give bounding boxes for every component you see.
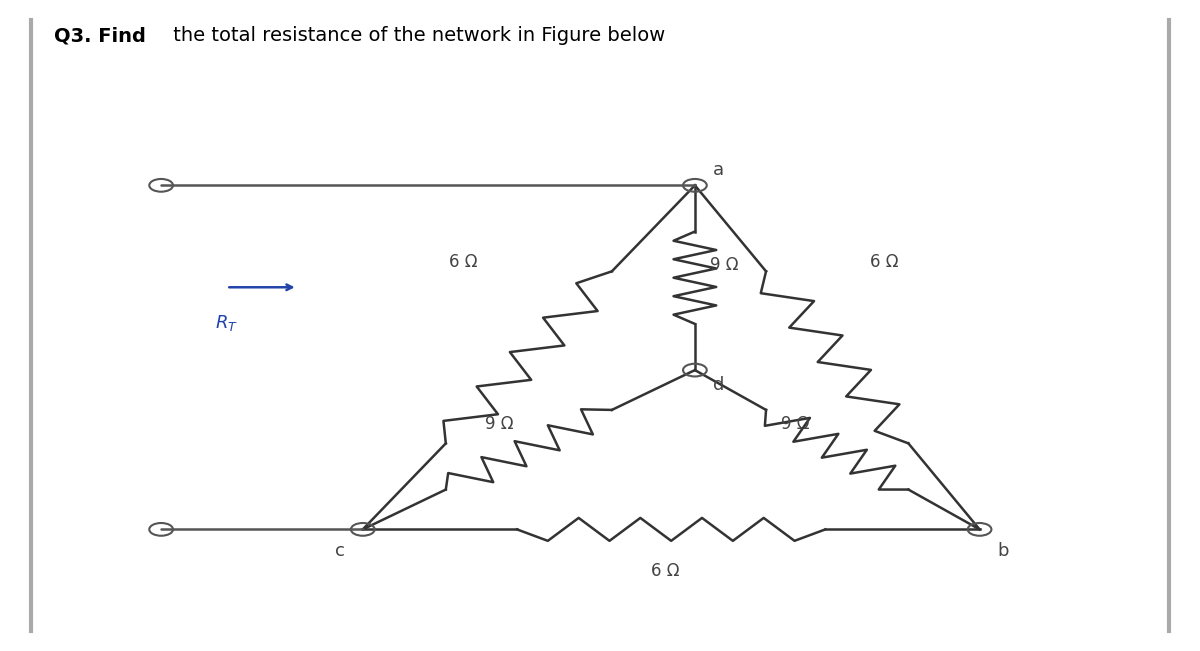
Text: 9 Ω: 9 Ω [485, 415, 514, 434]
Text: 9 Ω: 9 Ω [781, 415, 810, 434]
Text: d: d [713, 376, 724, 395]
Text: 9 Ω: 9 Ω [710, 256, 739, 274]
Text: the total resistance of the network in Figure below: the total resistance of the network in F… [167, 26, 665, 45]
Text: a: a [713, 161, 724, 179]
Text: Q3. Find: Q3. Find [54, 26, 146, 45]
Text: c: c [335, 542, 344, 560]
Text: 6 Ω: 6 Ω [650, 562, 679, 580]
Text: $R_T$: $R_T$ [215, 312, 238, 333]
Text: 6 Ω: 6 Ω [870, 253, 899, 271]
Text: b: b [997, 542, 1009, 560]
Text: 6 Ω: 6 Ω [449, 253, 478, 271]
